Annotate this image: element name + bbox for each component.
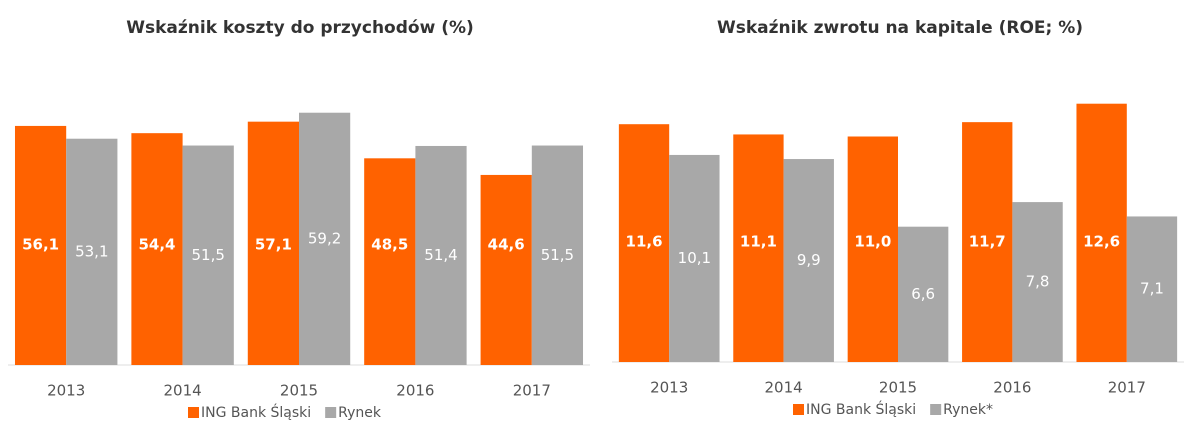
value-label: 10,1: [678, 249, 711, 267]
legend-swatch: [188, 407, 199, 418]
legend-swatch: [325, 407, 337, 418]
value-label: 7,1: [1140, 280, 1164, 298]
bar: [618, 124, 670, 362]
bar: [1126, 216, 1178, 362]
x-tick-label: 2016: [396, 382, 434, 400]
x-tick-label: 2016: [993, 379, 1031, 397]
bar: [131, 133, 183, 365]
value-label: 9,9: [797, 251, 821, 269]
bar: [14, 125, 67, 365]
legend-label: Rynek: [338, 405, 382, 421]
value-label: 11,0: [854, 233, 891, 251]
value-label: 6,6: [911, 285, 935, 303]
legend-swatch: [930, 404, 942, 415]
bar: [847, 136, 898, 362]
bar: [480, 174, 532, 365]
x-tick-label: 2017: [1108, 379, 1146, 397]
bar: [1012, 202, 1063, 362]
value-label: 11,7: [969, 233, 1006, 251]
value-label: 54,4: [138, 236, 175, 254]
x-tick-label: 2017: [513, 382, 551, 400]
bar: [66, 138, 118, 365]
bar: [1076, 103, 1127, 362]
value-label: 51,4: [424, 246, 457, 264]
x-tick-label: 2014: [765, 379, 803, 397]
legend-label: Rynek*: [943, 402, 993, 418]
bar: [962, 122, 1013, 363]
legend-swatch: [793, 404, 804, 415]
bar: [783, 159, 834, 362]
x-tick-label: 2013: [650, 379, 688, 397]
value-label: 48,5: [371, 236, 408, 254]
value-label: 51,5: [541, 246, 574, 264]
bar: [531, 145, 584, 365]
x-tick-label: 2014: [164, 382, 202, 400]
chart-title: Wskaźnik koszty do przychodów (%): [126, 18, 474, 38]
value-label: 7,8: [1026, 273, 1050, 291]
value-label: 57,1: [255, 236, 292, 254]
bar: [898, 226, 949, 362]
bar: [299, 112, 351, 366]
bar: [364, 158, 416, 365]
bar: [415, 145, 467, 365]
chart-title: Wskaźnik zwrotu na kapitale (ROE; %): [717, 18, 1083, 38]
legend-label: ING Bank Śląski: [806, 400, 916, 418]
value-label: 44,6: [488, 236, 525, 254]
value-label: 56,1: [22, 236, 59, 254]
x-tick-label: 2015: [280, 382, 318, 400]
value-label: 53,1: [75, 242, 108, 260]
value-label: 59,2: [308, 229, 341, 247]
bar: [669, 154, 720, 362]
bar: [247, 121, 299, 365]
x-tick-label: 2015: [879, 379, 917, 397]
bar: [182, 145, 234, 365]
value-label: 12,6: [1083, 233, 1120, 251]
bar: [733, 134, 784, 362]
x-tick-label: 2013: [47, 382, 85, 400]
value-label: 11,6: [626, 233, 663, 251]
value-label: 11,1: [740, 233, 777, 251]
legend-label: ING Bank Śląski: [201, 403, 311, 421]
value-label: 51,5: [192, 246, 225, 264]
